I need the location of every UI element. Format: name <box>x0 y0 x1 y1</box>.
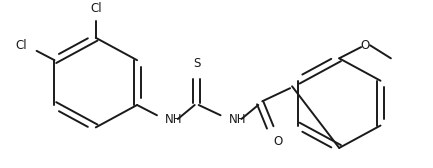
Text: S: S <box>193 56 200 70</box>
Text: NH: NH <box>229 113 246 127</box>
Text: Cl: Cl <box>90 2 102 15</box>
Text: O: O <box>274 135 283 148</box>
Text: NH: NH <box>165 113 182 127</box>
Text: O: O <box>360 39 370 52</box>
Text: Cl: Cl <box>15 39 26 52</box>
